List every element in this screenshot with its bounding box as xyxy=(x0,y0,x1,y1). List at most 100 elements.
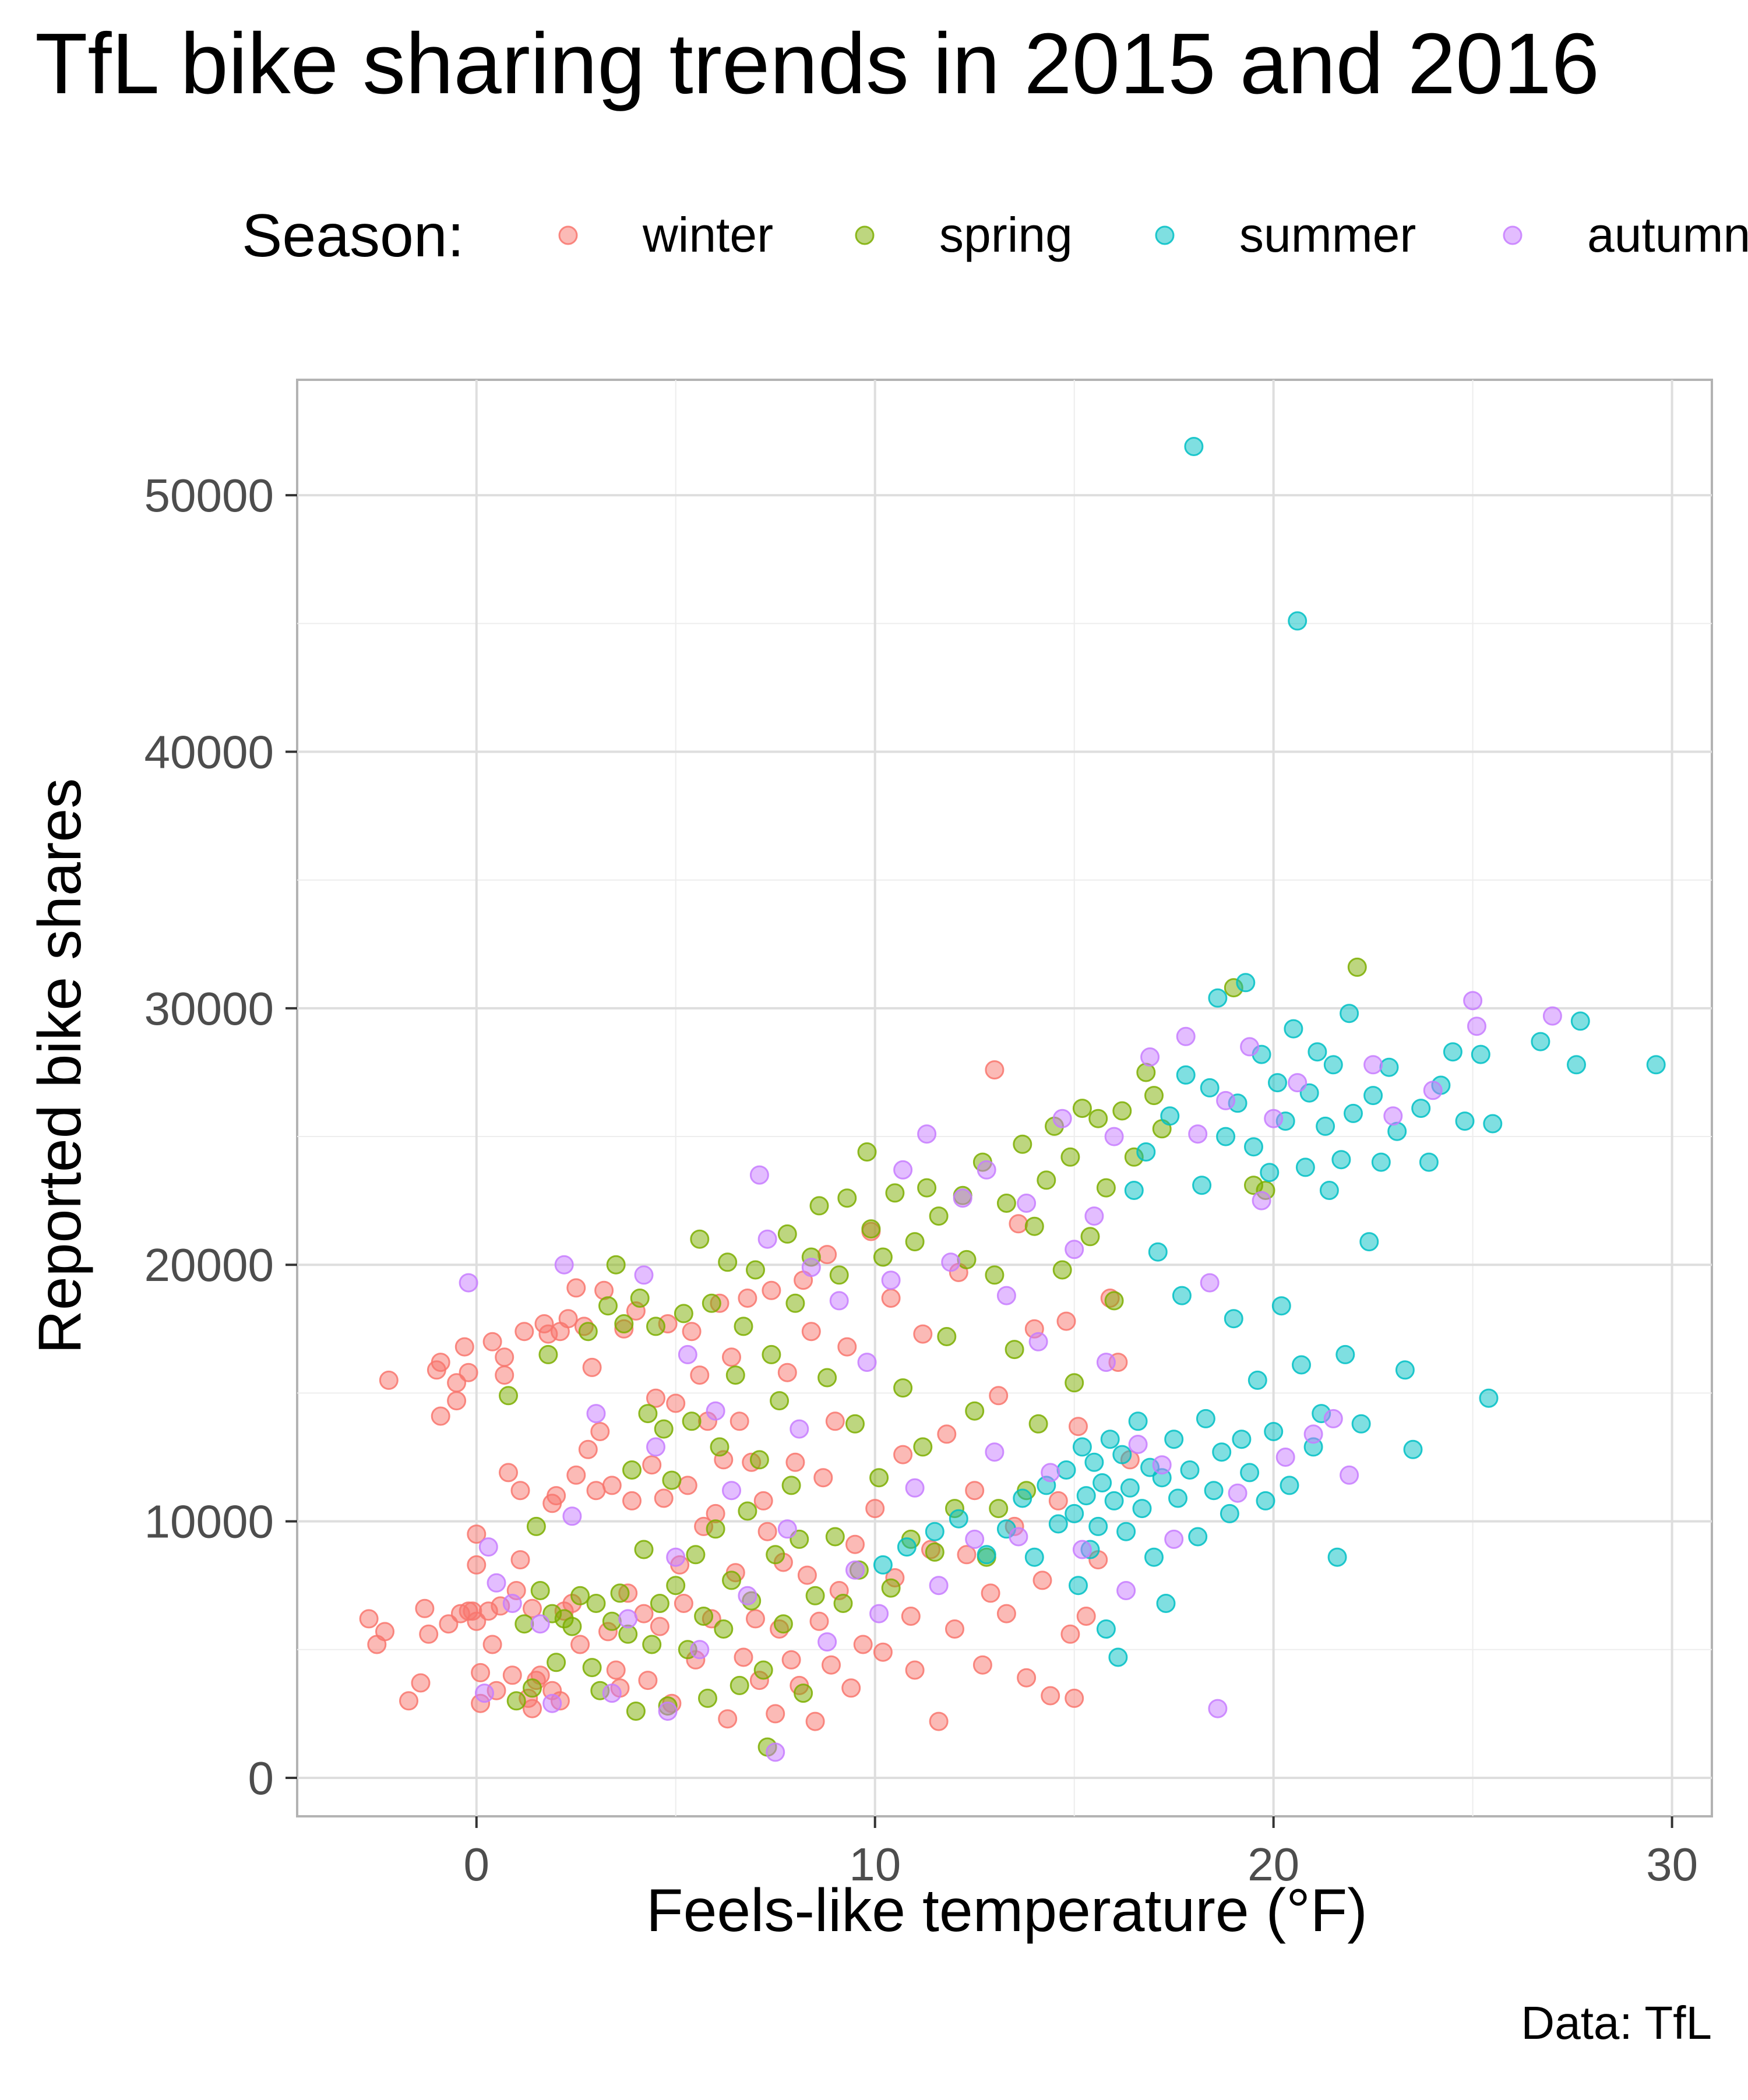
data-point-spring xyxy=(781,1476,801,1495)
data-point-winter xyxy=(495,1347,514,1367)
data-point-autumn xyxy=(1152,1455,1172,1475)
data-point-winter xyxy=(766,1704,785,1724)
data-point-summer xyxy=(1220,1503,1239,1523)
data-point-winter xyxy=(638,1671,658,1690)
data-point-summer xyxy=(1260,1163,1280,1183)
data-point-summer xyxy=(1172,1286,1192,1305)
data-point-spring xyxy=(893,1378,913,1398)
data-point-autumn xyxy=(1208,1699,1228,1718)
data-point-winter xyxy=(650,1617,669,1636)
data-point-autumn xyxy=(1264,1109,1284,1128)
data-point-winter xyxy=(965,1481,985,1501)
data-point-summer xyxy=(1531,1032,1550,1051)
data-point-autumn xyxy=(1084,1206,1104,1226)
x-tick-label: 10 xyxy=(849,1838,901,1890)
data-point-summer xyxy=(1072,1437,1092,1457)
data-point-summer xyxy=(1180,1460,1200,1480)
data-point-summer xyxy=(1344,1103,1363,1123)
data-point-spring xyxy=(829,1265,849,1285)
data-point-spring xyxy=(718,1252,738,1272)
data-point-winter xyxy=(1041,1686,1060,1706)
data-point-autumn xyxy=(1104,1127,1124,1146)
data-point-summer xyxy=(1132,1499,1152,1519)
data-point-winter xyxy=(590,1422,610,1441)
data-point-autumn xyxy=(1542,1006,1562,1026)
data-point-winter xyxy=(499,1463,518,1483)
legend-label-autumn: autumn xyxy=(1587,207,1748,262)
data-point-winter xyxy=(757,1522,777,1541)
data-point-winter xyxy=(1060,1624,1080,1644)
data-point-spring xyxy=(738,1501,757,1521)
data-point-spring xyxy=(570,1586,590,1605)
data-point-autumn xyxy=(666,1547,686,1567)
legend-key-spring xyxy=(855,225,875,245)
data-point-spring xyxy=(805,1586,825,1605)
data-point-summer xyxy=(1268,1073,1287,1093)
y-tick-label: 40000 xyxy=(145,726,274,778)
data-point-summer xyxy=(1419,1152,1439,1172)
data-point-winter xyxy=(682,1322,702,1342)
data-point-spring xyxy=(674,1304,693,1323)
data-point-spring xyxy=(1065,1373,1084,1393)
data-point-autumn xyxy=(475,1683,494,1703)
y-axis-title: Reported bike shares xyxy=(26,778,94,1354)
series-autumn xyxy=(459,991,1562,1762)
data-point-summer xyxy=(1280,1476,1299,1495)
data-point-winter xyxy=(359,1609,379,1629)
data-point-autumn xyxy=(941,1252,961,1272)
x-tick-label: 20 xyxy=(1247,1838,1299,1890)
data-point-winter xyxy=(678,1476,697,1495)
legend-item-autumn: autumn xyxy=(1503,207,1748,262)
data-point-spring xyxy=(794,1683,813,1703)
data-point-summer xyxy=(1335,1344,1355,1364)
data-point-winter xyxy=(945,1619,964,1639)
data-point-autumn xyxy=(1467,1017,1486,1036)
data-point-summer xyxy=(1104,1491,1124,1510)
data-point-summer xyxy=(1048,1514,1068,1534)
data-point-summer xyxy=(1403,1439,1423,1459)
data-point-autumn xyxy=(487,1573,506,1593)
data-point-summer xyxy=(1196,1409,1215,1428)
data-point-spring xyxy=(622,1460,642,1480)
data-point-winter xyxy=(797,1565,817,1585)
data-point-spring xyxy=(1104,1291,1124,1311)
data-point-summer xyxy=(1351,1414,1371,1434)
data-point-autumn xyxy=(929,1576,949,1596)
data-point-winter xyxy=(785,1452,805,1472)
data-point-spring xyxy=(514,1614,534,1634)
data-point-summer xyxy=(1471,1044,1490,1064)
data-point-spring xyxy=(809,1196,829,1216)
legend: Season: winter spring summer autumn xyxy=(242,202,1748,270)
data-point-summer xyxy=(1308,1042,1327,1062)
data-point-winter xyxy=(809,1611,829,1631)
data-point-spring xyxy=(1072,1099,1092,1118)
data-point-summer xyxy=(1443,1042,1462,1062)
data-point-spring xyxy=(957,1250,977,1269)
data-point-spring xyxy=(785,1293,805,1313)
data-point-summer xyxy=(1411,1099,1431,1118)
data-point-spring xyxy=(499,1386,518,1406)
data-point-summer xyxy=(1256,1491,1275,1510)
x-tick-label: 0 xyxy=(464,1838,490,1890)
data-point-winter xyxy=(674,1594,693,1613)
data-point-winter xyxy=(841,1678,861,1698)
data-point-summer xyxy=(1570,1011,1590,1031)
y-tick-label: 30000 xyxy=(145,983,274,1035)
data-point-winter xyxy=(929,1711,949,1731)
y-tick-label: 50000 xyxy=(145,470,274,521)
data-point-spring xyxy=(770,1391,790,1411)
data-point-winter xyxy=(379,1370,399,1390)
data-point-summer xyxy=(1212,1442,1232,1462)
data-point-winter xyxy=(853,1635,873,1654)
data-point-winter xyxy=(419,1624,439,1644)
data-point-winter xyxy=(566,1278,586,1298)
data-point-winter xyxy=(690,1365,710,1385)
data-point-summer xyxy=(1240,1463,1260,1483)
data-point-winter xyxy=(957,1545,977,1565)
data-point-autumn xyxy=(965,1529,985,1549)
data-point-summer xyxy=(925,1522,945,1541)
plot-panel xyxy=(296,379,1713,1817)
data-point-winter xyxy=(471,1663,491,1682)
data-point-winter xyxy=(666,1393,686,1413)
data-point-autumn xyxy=(1164,1529,1184,1549)
